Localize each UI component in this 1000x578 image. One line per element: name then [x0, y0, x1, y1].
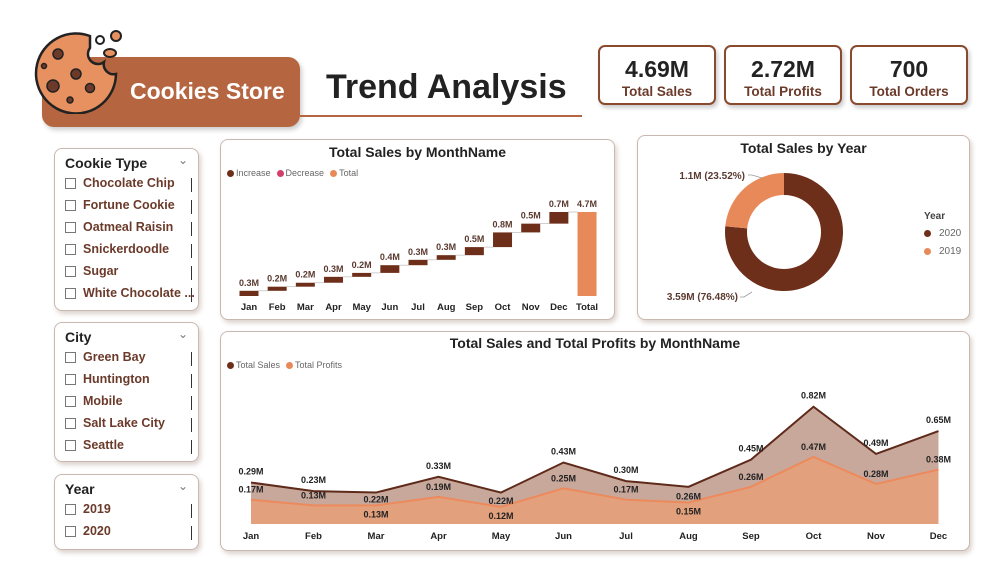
scrollbar[interactable]	[190, 178, 192, 192]
kpi-total-sales: 4.69M Total Sales	[598, 45, 716, 105]
slicer-option[interactable]: Mobile	[65, 394, 123, 408]
chart-title: Total Sales by MonthName	[328, 144, 507, 160]
scrollbar[interactable]	[190, 200, 192, 214]
year-slicer: Year ⌄ 2019 2020	[54, 474, 199, 550]
slicer-option[interactable]: Salt Lake City	[65, 416, 165, 430]
legend-item: Increase	[227, 168, 271, 178]
scrollbar[interactable]	[190, 374, 192, 388]
option-label: Chocolate Chip	[83, 176, 175, 190]
chart-title: Total Sales and Total Profits by MonthNa…	[449, 335, 741, 351]
chart-title: Total Sales by Year	[740, 140, 867, 156]
legend-item: Total	[330, 168, 358, 178]
scrollbar[interactable]	[190, 266, 192, 280]
chart-legend: Total Sales Total Profits	[227, 360, 342, 370]
option-label: 2020	[83, 524, 111, 538]
cookie-logo-icon	[34, 30, 122, 114]
page-title: Trend Analysis	[326, 68, 567, 106]
option-label: Snickerdoodle	[83, 242, 170, 256]
brand-name: Cookies Store	[130, 78, 285, 104]
option-label: Sugar	[83, 264, 119, 278]
scrollbar[interactable]	[190, 352, 192, 366]
kpi-value: 4.69M	[625, 56, 689, 82]
slicer-option[interactable]: 2019	[65, 502, 111, 516]
checkbox[interactable]	[65, 417, 76, 429]
checkbox[interactable]	[65, 221, 76, 233]
scrollbar[interactable]	[190, 418, 192, 432]
kpi-value: 2.72M	[751, 56, 815, 82]
option-label: Huntington	[83, 372, 150, 386]
slicer-option[interactable]: Chocolate Chip	[65, 176, 175, 190]
scrollbar[interactable]	[190, 244, 192, 258]
slicer-option[interactable]: Fortune Cookie	[65, 198, 175, 212]
slicer-option[interactable]: Huntington	[65, 372, 150, 386]
area-chart-panel: Total Sales and Total Profits by MonthNa…	[220, 331, 970, 551]
title-divider	[300, 115, 582, 117]
donut-chart-panel: Total Sales by Year Year 2020 2019	[637, 135, 970, 320]
checkbox[interactable]	[65, 439, 76, 451]
legend-title: Year	[924, 211, 946, 222]
checkbox[interactable]	[65, 287, 76, 299]
legend-item: 2019	[924, 246, 961, 257]
checkbox[interactable]	[65, 395, 76, 407]
option-label: Salt Lake City	[83, 416, 165, 430]
option-label: Seattle	[83, 438, 124, 452]
checkbox[interactable]	[65, 243, 76, 255]
city-slicer: City ⌄ Green Bay Huntington Mobile Salt Lak…	[54, 322, 199, 462]
scrollbar[interactable]	[190, 396, 192, 410]
slicer-option[interactable]: Oatmeal Raisin	[65, 220, 173, 234]
chevron-down-icon[interactable]: ⌄	[177, 327, 188, 341]
slicer-option[interactable]: 2020	[65, 524, 111, 538]
kpi-label: Total Orders	[869, 84, 949, 99]
legend-item: Decrease	[276, 168, 324, 178]
scrollbar[interactable]	[190, 440, 192, 454]
cookie-type-slicer: Cookie Type ⌄ Chocolate Chip Fortune Cook…	[54, 148, 199, 311]
legend-item: Total Sales	[227, 360, 280, 370]
option-label: White Chocolate ...	[83, 286, 195, 300]
option-label: 2019	[83, 502, 111, 516]
scrollbar[interactable]	[190, 504, 192, 518]
slicer-option[interactable]: White Chocolate ...	[65, 286, 195, 300]
option-label: Oatmeal Raisin	[83, 220, 174, 234]
scrollbar[interactable]	[190, 288, 192, 302]
scrollbar[interactable]	[190, 222, 192, 236]
checkbox[interactable]	[65, 199, 76, 211]
checkbox[interactable]	[65, 265, 76, 277]
legend-item: 2020	[924, 228, 961, 239]
slicer-option[interactable]: Seattle	[65, 438, 124, 452]
kpi-label: Total Sales	[621, 84, 693, 99]
kpi-total-orders: 700 Total Orders	[850, 45, 968, 105]
checkbox[interactable]	[65, 373, 76, 385]
option-label: Fortune Cookie	[83, 198, 175, 212]
chevron-down-icon[interactable]: ⌄	[177, 479, 188, 493]
legend-item: Total Profits	[286, 360, 342, 370]
kpi-value: 700	[889, 56, 929, 82]
kpi-total-profits: 2.72M Total Profits	[724, 45, 842, 105]
checkbox[interactable]	[65, 351, 76, 363]
slicer-title: Year	[65, 481, 95, 497]
chart-legend: Increase Decrease Total	[227, 168, 358, 178]
checkbox[interactable]	[65, 525, 76, 537]
slicer-title: Cookie Type	[65, 155, 148, 171]
waterfall-chart-panel: Total Sales by MonthName Increase Decrea…	[220, 139, 615, 320]
chevron-down-icon[interactable]: ⌄	[177, 153, 188, 167]
slicer-option[interactable]: Snickerdoodle	[65, 242, 169, 256]
slicer-title: City	[65, 329, 92, 345]
kpi-label: Total Profits	[744, 84, 822, 99]
option-label: Mobile	[83, 394, 123, 408]
slicer-option[interactable]: Sugar	[65, 264, 118, 278]
checkbox[interactable]	[65, 503, 76, 515]
checkbox[interactable]	[65, 177, 76, 189]
scrollbar[interactable]	[190, 526, 192, 540]
option-label: Green Bay	[83, 350, 146, 364]
slicer-option[interactable]: Green Bay	[65, 350, 146, 364]
